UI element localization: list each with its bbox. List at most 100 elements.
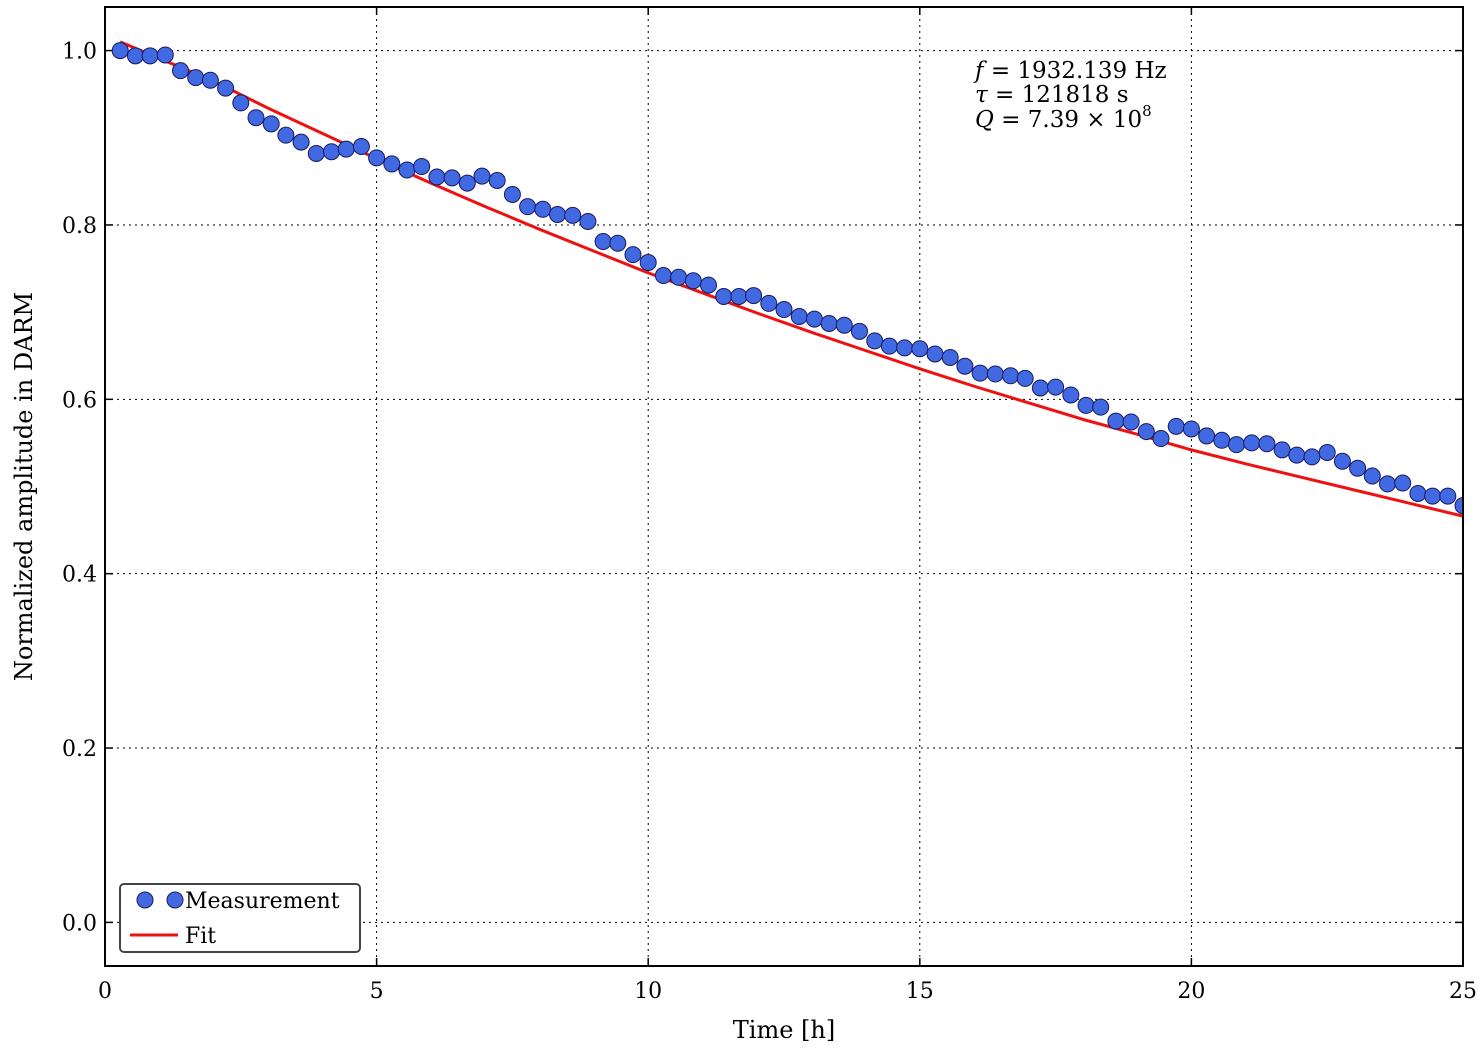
- measurement-point: [926, 345, 944, 363]
- measurement-point: [609, 234, 627, 252]
- measurement-point: [986, 365, 1004, 383]
- measurement-point: [851, 322, 869, 340]
- legend-label-fit: Fit: [185, 924, 216, 949]
- fit-series: [119, 40, 1463, 518]
- measurement-point: [1363, 467, 1381, 485]
- x-tick-label: 20: [1177, 979, 1205, 1004]
- measurement-point: [141, 47, 159, 65]
- measurement-point: [1107, 412, 1125, 430]
- measurement-point: [715, 287, 733, 305]
- measurement-point: [1092, 398, 1110, 416]
- measurement-point: [307, 144, 325, 162]
- measurement-point: [217, 79, 235, 97]
- measurement-point: [1047, 378, 1065, 396]
- y-tick-label: 0.0: [62, 911, 97, 936]
- measurement-point: [745, 287, 763, 305]
- measurement-point: [699, 276, 717, 294]
- legend-marker-icon: [136, 891, 154, 909]
- measurement-point: [1288, 446, 1306, 464]
- measurement-point: [1258, 435, 1276, 453]
- measurement-point: [1273, 441, 1291, 459]
- measurement-point: [1137, 423, 1155, 441]
- measurement-point: [1349, 459, 1367, 477]
- annotation-frequency: f = 1932.139 Hz: [973, 58, 1167, 84]
- fit-parameters-annotation: f = 1932.139 Hz τ = 121818 s Q = 7.39 × …: [973, 58, 1167, 133]
- measurement-point: [1077, 396, 1095, 414]
- measurement-point: [1243, 434, 1261, 452]
- y-tick-label: 0.8: [62, 214, 97, 239]
- measurement-point: [232, 94, 250, 112]
- annotation-quality-factor-exponent: 8: [1142, 102, 1152, 120]
- measurement-point: [277, 126, 295, 144]
- fit-line: [119, 40, 1463, 518]
- x-tick-label: 25: [1449, 979, 1477, 1004]
- measurement-point: [941, 348, 959, 366]
- measurement-point: [262, 115, 280, 133]
- measurement-point: [1167, 417, 1185, 435]
- annotation-quality-factor-value: = 7.39 × 10: [994, 107, 1142, 133]
- measurement-point: [548, 205, 566, 223]
- x-tick-labels: 0 5 10 15 20 25: [98, 979, 1477, 1004]
- measurement-point: [594, 233, 612, 251]
- measurement-point: [534, 200, 552, 218]
- measurement-point: [835, 316, 853, 334]
- x-tick-label: 15: [906, 979, 934, 1004]
- measurement-point: [1378, 475, 1396, 493]
- measurement-point: [684, 272, 702, 290]
- measurement-point: [1227, 436, 1245, 454]
- measurement-point: [624, 246, 642, 264]
- measurement-point: [458, 174, 476, 192]
- y-tick-label: 0.4: [62, 563, 97, 588]
- measurement-point: [1409, 484, 1427, 502]
- measurement-point: [292, 133, 310, 151]
- measurement-point: [368, 149, 386, 167]
- measurement-point: [1062, 386, 1080, 404]
- measurement-point: [670, 268, 688, 286]
- measurement-point: [1031, 379, 1049, 397]
- annotation-quality-factor: Q = 7.39 × 108: [975, 102, 1152, 133]
- measurement-point: [1318, 443, 1336, 461]
- measurement-point: [579, 212, 597, 230]
- measurement-point: [730, 287, 748, 305]
- measurement-point: [443, 169, 461, 187]
- measurement-point: [111, 42, 129, 60]
- measurement-point: [820, 314, 838, 332]
- measurement-point: [654, 267, 672, 285]
- annotation-decay-time-symbol: τ: [975, 82, 989, 108]
- measurement-point: [1122, 413, 1140, 431]
- measurement-point: [156, 46, 174, 64]
- measurement-point: [1182, 420, 1200, 438]
- legend-marker-icon: [166, 891, 184, 909]
- measurement-point: [896, 339, 914, 357]
- annotation-frequency-value: = 1932.139 Hz: [984, 58, 1167, 84]
- y-tick-label: 0.2: [62, 737, 97, 762]
- y-axis-label: Normalized amplitude in DARM: [10, 292, 38, 681]
- measurement-point: [956, 357, 974, 375]
- annotation-decay-time-value: = 121818 s: [988, 82, 1129, 108]
- measurement-point: [971, 364, 989, 382]
- legend-label-measurement: Measurement: [185, 889, 340, 914]
- measurement-point: [911, 340, 929, 358]
- measurement-point: [1439, 487, 1457, 505]
- measurement-point: [775, 301, 793, 319]
- legend: Measurement Fit: [119, 883, 361, 953]
- measurement-point: [428, 168, 446, 186]
- y-tick-label: 1.0: [62, 40, 97, 65]
- y-tick-label: 0.6: [62, 388, 97, 413]
- x-tick-label: 5: [370, 979, 384, 1004]
- plot-frame: [104, 6, 1464, 967]
- measurement-point: [473, 167, 491, 185]
- measurement-point: [201, 71, 219, 89]
- measurement-point: [323, 143, 341, 161]
- x-tick-label: 0: [98, 979, 112, 1004]
- measurement-point: [1213, 431, 1231, 449]
- measurement-point: [1454, 497, 1463, 515]
- measurement-point: [866, 332, 884, 350]
- x-axis-label: Time [h]: [733, 1016, 835, 1044]
- measurement-point: [760, 294, 778, 312]
- measurement-point: [337, 140, 355, 158]
- measurement-point: [398, 161, 416, 179]
- measurement-point: [503, 185, 521, 203]
- measurement-point: [790, 307, 808, 325]
- measurement-point: [247, 109, 265, 127]
